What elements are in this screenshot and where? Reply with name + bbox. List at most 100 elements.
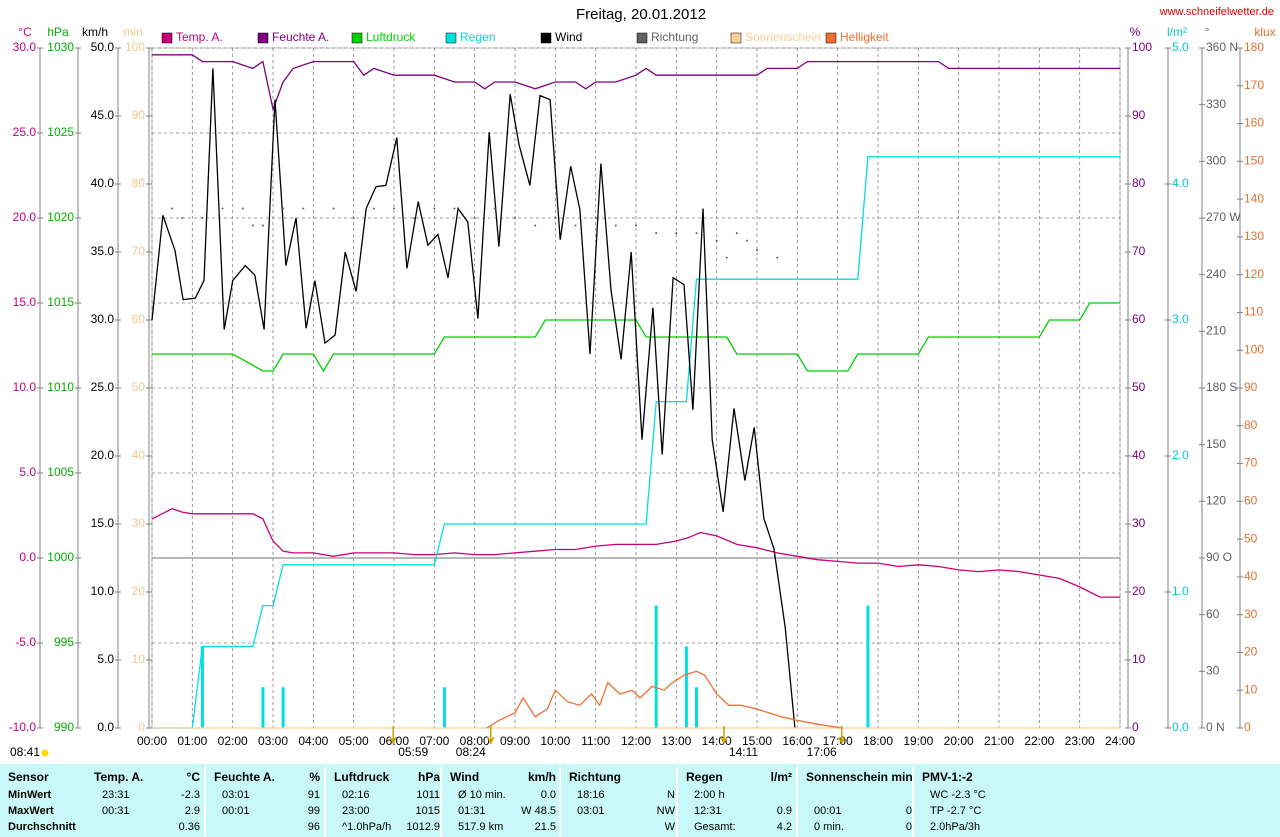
y-tick-label: 270 W xyxy=(1206,210,1241,224)
direction-dot xyxy=(413,217,416,219)
sun-time: 08:24 xyxy=(456,745,486,759)
direction-dot xyxy=(776,256,779,259)
legend-swatch xyxy=(540,32,552,44)
direction-dot xyxy=(453,207,456,210)
series-line xyxy=(151,68,796,729)
y-tick-label: 30 xyxy=(1244,607,1258,621)
direction-dot xyxy=(594,217,597,219)
stats-panel xyxy=(0,764,1280,837)
direction-dot xyxy=(735,232,738,235)
rain-bar xyxy=(684,646,688,728)
direction-dot xyxy=(473,217,476,219)
x-tick-label: 01:00 xyxy=(177,734,207,748)
direction-dot xyxy=(534,224,537,227)
direction-dot xyxy=(393,207,395,210)
y-tick-label: 1010 xyxy=(47,380,74,394)
stats-unit: l/m² xyxy=(771,770,792,784)
stats-value: 99 xyxy=(308,805,320,817)
y-tick-label: 2.0 xyxy=(1172,448,1189,462)
y-tick-label: 0 N xyxy=(1206,720,1225,734)
stats-value: 96 xyxy=(308,821,320,833)
rain-bar xyxy=(281,687,285,728)
direction-dot xyxy=(282,207,285,210)
direction-dot xyxy=(745,239,748,242)
y-tick-label: 20 xyxy=(1132,584,1146,598)
chart-title: Freitag, 20.01.2012 xyxy=(576,6,706,23)
rain-bar xyxy=(654,605,658,728)
y-tick-label: 150 xyxy=(1206,437,1226,451)
direction-dot xyxy=(261,224,264,227)
y-tick-label: 80 xyxy=(1132,176,1146,190)
stats-header: Sensor xyxy=(8,770,49,784)
y-tick-label: 20.0 xyxy=(13,210,37,224)
y-tick-label: 80 xyxy=(132,176,146,190)
x-tick-label: 02:00 xyxy=(218,734,248,748)
y-tick-label: 5.0 xyxy=(1172,40,1189,54)
legend-label: Regen xyxy=(460,30,495,44)
axis-unit: min xyxy=(123,25,142,39)
stats-row-label: MaxWert xyxy=(8,805,54,817)
stats-value: 1011 xyxy=(416,789,440,801)
direction-dot xyxy=(332,207,335,210)
sun-marker xyxy=(720,726,728,745)
stats-cell: ^1.0hPa/h xyxy=(342,821,391,833)
y-tick-label: 0 xyxy=(1244,720,1251,734)
x-tick-label: 14:00 xyxy=(702,734,732,748)
stats-value: 1015 xyxy=(416,805,440,817)
direction-dot xyxy=(493,207,496,210)
axis-unit: °C xyxy=(18,25,32,39)
stats-title: Wind xyxy=(450,770,479,784)
legend-swatch xyxy=(351,32,363,44)
legend-swatch xyxy=(161,32,173,44)
y-tick-label: 90 xyxy=(1132,108,1146,122)
direction-dot xyxy=(655,232,658,235)
y-tick-label: 30.0 xyxy=(13,40,37,54)
y-tick-label: -10.0 xyxy=(9,720,37,734)
direction-dot xyxy=(725,256,728,259)
legend-label: Sonnenschein xyxy=(745,30,821,44)
legend-label: Wind xyxy=(555,30,582,44)
direction-dot xyxy=(372,207,375,210)
y-tick-label: 25.0 xyxy=(91,380,115,394)
legend-swatch xyxy=(636,32,648,44)
y-tick-label: -5.0 xyxy=(15,635,36,649)
y-tick-label: 1025 xyxy=(47,125,74,139)
stats-value: 91 xyxy=(308,789,320,801)
stats-value: -2.3 xyxy=(181,789,200,801)
x-tick-label: 19:00 xyxy=(903,734,933,748)
x-tick-label: 22:00 xyxy=(1024,734,1054,748)
y-tick-label: 40 xyxy=(1244,569,1258,583)
y-tick-label: 0.0 xyxy=(1172,720,1189,734)
y-tick-label: 90 xyxy=(132,108,146,122)
direction-dot xyxy=(614,224,617,227)
legend-swatch xyxy=(730,32,742,44)
stats-value: 1012.9 xyxy=(406,821,440,833)
y-tick-label: 0 xyxy=(1132,720,1139,734)
y-tick-label: 100 xyxy=(1244,342,1264,356)
x-tick-label: 24:00 xyxy=(1105,734,1135,748)
x-tick-label: 04:00 xyxy=(298,734,328,748)
y-tick-label: 130 xyxy=(1244,229,1264,243)
direction-dot xyxy=(352,217,355,219)
y-tick-label: 70 xyxy=(1244,456,1258,470)
y-tick-label: 120 xyxy=(1206,494,1226,508)
direction-dot xyxy=(514,217,516,219)
axis-unit: hPa xyxy=(47,25,69,39)
y-tick-label: 10 xyxy=(132,652,146,666)
stats-cell: 0 min. xyxy=(814,821,844,833)
stats-cell: TP -2.7 °C xyxy=(930,805,981,817)
x-tick-label: 12:00 xyxy=(621,734,651,748)
y-tick-label: 1030 xyxy=(47,40,74,54)
legend-label: Feuchte A. xyxy=(272,30,329,44)
y-tick-label: 1015 xyxy=(47,295,74,309)
y-tick-label: 1.0 xyxy=(1172,584,1189,598)
y-tick-label: 20.0 xyxy=(91,448,115,462)
series-line xyxy=(152,302,1120,373)
y-tick-label: 70 xyxy=(1132,244,1146,258)
y-tick-label: 15.0 xyxy=(91,516,115,530)
y-tick-label: 210 xyxy=(1206,324,1226,338)
stats-value: 4.2 xyxy=(777,821,792,833)
stats-title: Regen xyxy=(686,770,723,784)
direction-dot xyxy=(171,207,174,210)
sun-marker xyxy=(487,726,495,745)
